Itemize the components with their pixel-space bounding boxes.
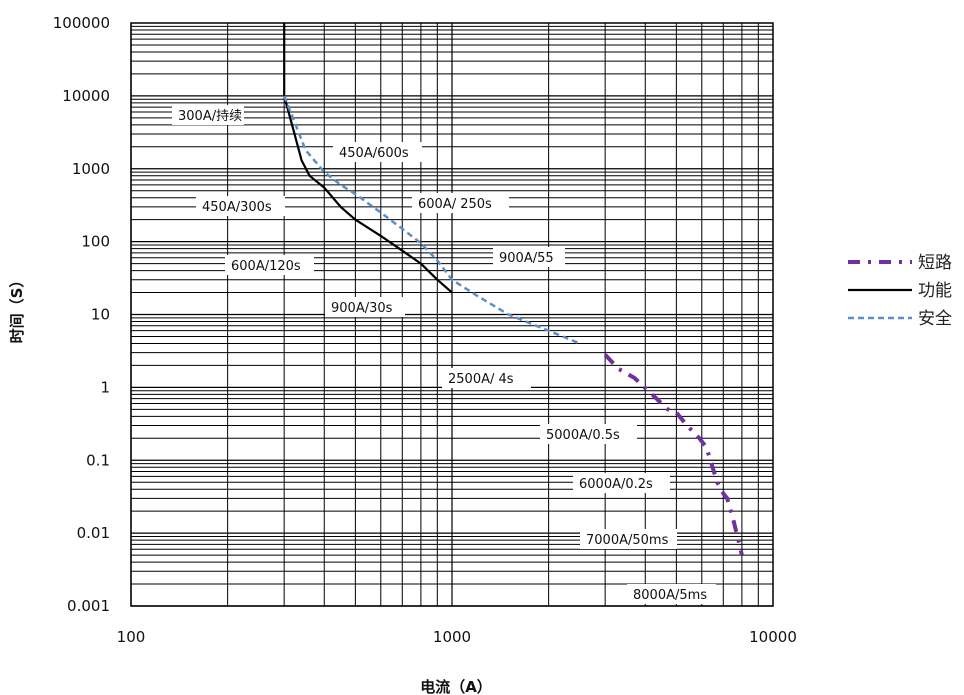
plot-area-border: [130, 22, 774, 607]
y-tick-labels: 0.001 0.01 0.1 1 10 100 1000 10000 100000: [53, 14, 110, 615]
legend-label: 安全: [918, 309, 952, 329]
x-axis-title: 电流（A）: [420, 678, 492, 695]
x-tick-label: 10000: [749, 628, 797, 646]
annotation-label: 300A/持续: [178, 109, 242, 124]
series-line: [603, 353, 744, 556]
annotation-label: 600A/120s: [231, 259, 301, 274]
y-tick-label: 1: [100, 378, 110, 396]
annotation-label: 900A/30s: [331, 301, 393, 316]
annotation-box: [442, 368, 531, 388]
legend-label: 短路: [918, 253, 952, 273]
y-tick-label: 0.01: [77, 524, 110, 542]
annotation-box: [412, 193, 509, 213]
annotation-box: [196, 196, 285, 216]
series-line: [283, 23, 453, 294]
annotation-label: 8000A/5ms: [633, 588, 707, 603]
annotation-label: 6000A/0.2s: [579, 477, 653, 492]
y-tick-label: 10: [91, 306, 110, 324]
y-tick-label: 100: [81, 233, 110, 251]
annotation-box: [325, 297, 405, 317]
y-tick-label: 1000: [72, 160, 110, 178]
y-axis-title: 时间（S）: [8, 273, 26, 344]
annotation-box: [225, 255, 314, 275]
y-tick-label: 100000: [53, 14, 110, 32]
annotation-label: 600A/ 250s: [418, 197, 492, 212]
annotation-box: [333, 142, 422, 162]
chart-grid: [130, 23, 773, 607]
x-tick-label: 100: [117, 628, 146, 646]
annotation-box: [493, 247, 565, 267]
y-tick-label: 0.001: [67, 597, 110, 615]
legend-label: 功能: [918, 281, 952, 301]
annotation-label: 450A/300s: [202, 200, 272, 215]
y-tick-label: 0.1: [86, 451, 110, 469]
series-line: [283, 95, 581, 345]
annotation-label: 7000A/50ms: [586, 533, 669, 548]
annotation-label: 5000A/0.5s: [546, 428, 620, 443]
annotation-box: [540, 424, 637, 444]
annotation-label: 450A/600s: [339, 146, 409, 161]
annotation-label: 2500A/ 4s: [448, 372, 514, 387]
annotation-label: 900A/55: [499, 251, 554, 266]
series-layer: [283, 23, 744, 556]
annotation-layer: 300A/持续 450A/600s 450A/300s 600A/ 250s 600A/…: [172, 105, 716, 604]
annotation-box: [573, 473, 670, 493]
annotation-box: [627, 584, 716, 604]
x-tick-label: 1000: [433, 628, 471, 646]
annotation-box: [172, 105, 244, 125]
annotation-box: [580, 529, 677, 549]
y-tick-label: 10000: [62, 87, 110, 105]
x-tick-labels: 100 1000 10000: [117, 628, 797, 646]
